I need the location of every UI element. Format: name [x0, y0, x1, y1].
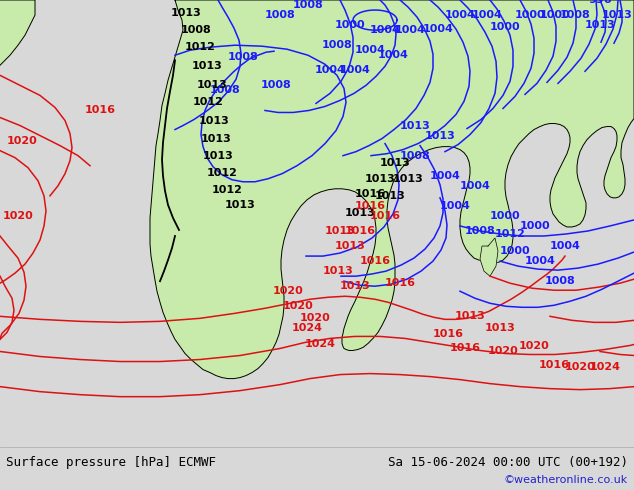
Text: 1008: 1008: [321, 40, 353, 50]
Text: 1000: 1000: [489, 22, 521, 32]
Text: 1008: 1008: [399, 150, 430, 161]
Text: 1013: 1013: [325, 226, 356, 236]
Text: 1004: 1004: [472, 10, 502, 20]
Polygon shape: [480, 238, 498, 276]
Text: 1000: 1000: [500, 246, 530, 256]
Text: 1013: 1013: [455, 311, 486, 321]
Text: 1004: 1004: [550, 241, 581, 251]
Text: 1000: 1000: [335, 20, 365, 30]
Text: 1020: 1020: [273, 286, 304, 296]
Text: 1008: 1008: [264, 10, 295, 20]
Text: 1020: 1020: [488, 346, 519, 357]
Text: 1024: 1024: [590, 362, 621, 371]
Text: 1020: 1020: [3, 211, 34, 221]
Text: 1013: 1013: [200, 134, 231, 144]
Text: 1004: 1004: [340, 65, 370, 75]
Text: ©weatheronline.co.uk: ©weatheronline.co.uk: [504, 475, 628, 485]
Text: 1016: 1016: [384, 278, 415, 288]
Text: 1013: 1013: [365, 174, 396, 184]
Text: 1013: 1013: [171, 8, 202, 18]
Text: 1013: 1013: [345, 208, 375, 218]
Text: 1012: 1012: [212, 185, 242, 195]
Text: 1012: 1012: [193, 98, 223, 107]
Text: 1016: 1016: [370, 211, 401, 221]
Text: Sa 15-06-2024 00:00 UTC (00+192): Sa 15-06-2024 00:00 UTC (00+192): [388, 456, 628, 469]
Text: 1016: 1016: [84, 105, 115, 116]
Polygon shape: [0, 0, 35, 65]
Text: 1013: 1013: [602, 10, 632, 20]
Text: 1000: 1000: [520, 221, 550, 231]
Text: 1013: 1013: [224, 200, 256, 210]
Text: 1013: 1013: [198, 116, 230, 125]
Text: 1016: 1016: [344, 226, 375, 236]
Text: 1013: 1013: [323, 266, 353, 276]
Text: 1008: 1008: [545, 276, 576, 286]
Text: 1008: 1008: [210, 85, 240, 96]
Text: 1013: 1013: [392, 174, 424, 184]
Text: 1013: 1013: [425, 130, 455, 141]
Text: 1000: 1000: [489, 211, 521, 221]
Text: 1020: 1020: [283, 301, 313, 311]
Text: 1020: 1020: [300, 313, 330, 323]
Text: 1008: 1008: [560, 10, 590, 20]
Text: Surface pressure [hPa] ECMWF: Surface pressure [hPa] ECMWF: [6, 456, 216, 469]
Text: 1013: 1013: [203, 150, 233, 161]
Text: 1024: 1024: [292, 323, 323, 333]
Text: 1004: 1004: [314, 65, 346, 75]
Text: 1012: 1012: [207, 168, 238, 178]
Text: 1008: 1008: [465, 226, 495, 236]
Text: 1008: 1008: [293, 0, 323, 10]
Text: 1012: 1012: [495, 229, 526, 239]
Text: 1000: 1000: [540, 10, 571, 20]
Text: 1016: 1016: [354, 189, 385, 199]
Text: 1004: 1004: [430, 171, 460, 181]
Text: 1013: 1013: [340, 281, 370, 291]
Text: 1004: 1004: [354, 45, 385, 55]
Polygon shape: [150, 0, 634, 379]
Text: 1020: 1020: [519, 342, 550, 351]
Text: 1004: 1004: [370, 25, 401, 35]
Text: 1016: 1016: [432, 329, 463, 340]
Text: 1008: 1008: [261, 80, 292, 90]
Text: 1008: 1008: [181, 25, 211, 35]
Text: 1013: 1013: [399, 121, 430, 130]
Text: 1004: 1004: [460, 181, 491, 191]
Text: 1004: 1004: [444, 10, 476, 20]
Text: 1013: 1013: [191, 61, 223, 71]
Text: 1000: 1000: [515, 10, 545, 20]
Text: 1004: 1004: [378, 50, 408, 60]
Text: 1016: 1016: [450, 343, 481, 353]
Text: 996: 996: [588, 0, 612, 5]
Text: 1016: 1016: [538, 360, 569, 369]
Text: 1013: 1013: [380, 158, 410, 168]
Text: 1013: 1013: [375, 191, 405, 201]
Text: 1020: 1020: [565, 362, 595, 371]
Text: 1024: 1024: [304, 340, 335, 349]
Text: 1013: 1013: [484, 323, 515, 333]
Text: 1016: 1016: [359, 256, 391, 266]
Polygon shape: [433, 0, 511, 88]
Text: 1013: 1013: [197, 80, 228, 90]
Text: 1004: 1004: [524, 256, 555, 266]
Text: 1008: 1008: [228, 52, 259, 62]
Text: 1004: 1004: [423, 24, 453, 34]
Text: 1013: 1013: [335, 241, 365, 251]
Text: 1012: 1012: [184, 42, 216, 52]
Text: 1004: 1004: [394, 25, 425, 35]
Text: 1013: 1013: [585, 20, 616, 30]
Text: 1016: 1016: [354, 201, 385, 211]
Text: 1020: 1020: [6, 136, 37, 146]
Text: 1004: 1004: [439, 201, 470, 211]
